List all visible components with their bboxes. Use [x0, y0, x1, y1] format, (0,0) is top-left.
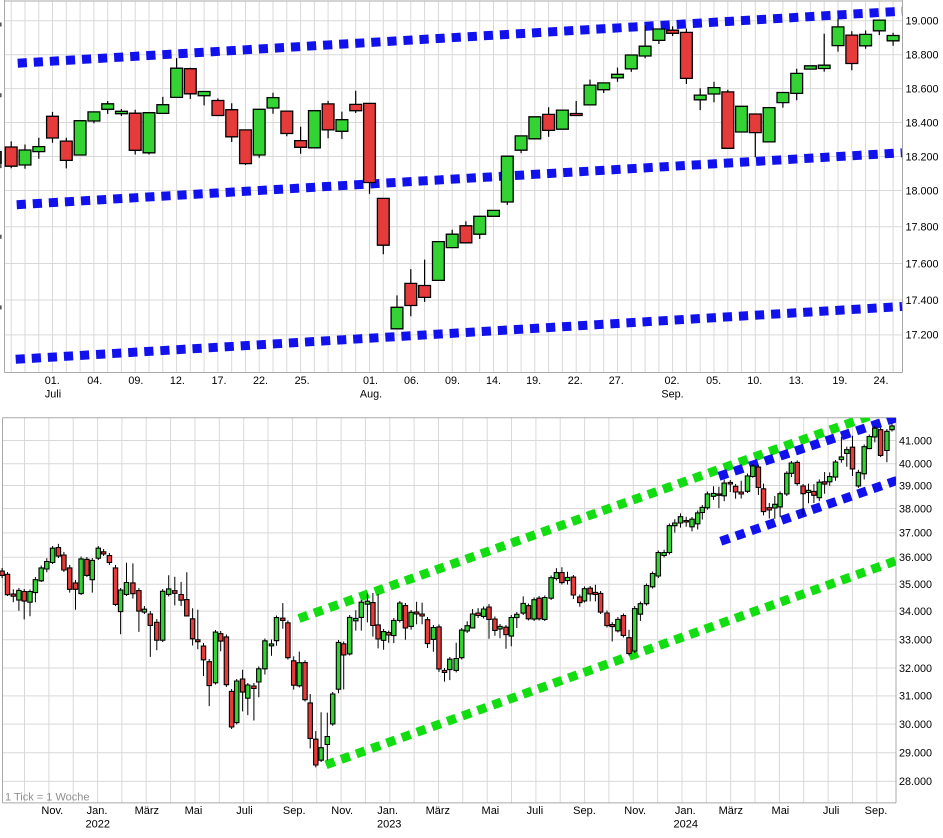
svg-text:24.: 24.	[873, 375, 888, 387]
svg-text:Nov.: Nov.	[624, 805, 646, 817]
svg-text:Sep.: Sep.	[661, 389, 683, 401]
svg-text:Jan.: Jan.	[87, 805, 108, 817]
svg-text:10.: 10.	[747, 375, 762, 387]
svg-text:17.600: 17.600	[906, 258, 939, 270]
svg-text:Juli: Juli	[823, 805, 840, 817]
svg-text:18.000: 18.000	[906, 185, 939, 197]
svg-text:22.: 22.	[568, 375, 583, 387]
svg-text:Juli: Juli	[45, 389, 61, 401]
svg-text:09.: 09.	[128, 375, 143, 387]
svg-text:Sep.: Sep.	[865, 805, 888, 817]
svg-text:02.: 02.	[664, 375, 679, 387]
svg-text:19.: 19.	[526, 375, 541, 387]
svg-text:Nov.: Nov.	[331, 805, 353, 817]
svg-text:13.: 13.	[789, 375, 804, 387]
svg-text:05.: 05.	[706, 375, 721, 387]
svg-text:Juli: Juli	[236, 805, 253, 817]
svg-text:Nov.: Nov.	[41, 805, 63, 817]
svg-text:27.: 27.	[609, 375, 624, 387]
svg-text:01.: 01.	[45, 375, 60, 387]
svg-text:Mai: Mai	[185, 805, 203, 817]
svg-text:04.: 04.	[87, 375, 102, 387]
svg-text:06.: 06.	[404, 375, 419, 387]
svg-text:41.000: 41.000	[899, 435, 932, 447]
svg-text:19.000: 19.000	[906, 16, 939, 28]
svg-text:39.000: 39.000	[899, 480, 932, 492]
svg-text:17.: 17.	[211, 375, 226, 387]
svg-text:Sep.: Sep.	[283, 805, 306, 817]
svg-text:35.000: 35.000	[899, 579, 932, 591]
svg-text:32.000: 32.000	[899, 663, 932, 675]
svg-text:12.: 12.	[170, 375, 185, 387]
svg-text:Mai: Mai	[772, 805, 790, 817]
svg-text:17.800: 17.800	[906, 222, 939, 234]
svg-text:25.: 25.	[295, 375, 310, 387]
svg-text:Jan.: Jan.	[675, 805, 696, 817]
svg-text:31.000: 31.000	[899, 691, 932, 703]
svg-text:März: März	[719, 805, 743, 817]
svg-text:Mai: Mai	[482, 805, 500, 817]
svg-text:März: März	[135, 805, 159, 817]
svg-text:37.000: 37.000	[899, 528, 932, 540]
svg-text:34.000: 34.000	[899, 606, 932, 618]
svg-text:2023: 2023	[377, 819, 401, 831]
svg-text:33.000: 33.000	[899, 635, 932, 647]
svg-text:36.000: 36.000	[899, 552, 932, 564]
svg-text:14.: 14.	[486, 375, 501, 387]
svg-text:28.000: 28.000	[899, 776, 932, 788]
svg-text:Sep.: Sep.	[573, 805, 596, 817]
svg-text:19.: 19.	[832, 375, 847, 387]
svg-text:29.000: 29.000	[899, 748, 932, 760]
svg-text:18.200: 18.200	[906, 151, 939, 163]
svg-text:18.400: 18.400	[906, 117, 939, 129]
svg-text:22.: 22.	[253, 375, 268, 387]
svg-text:40.000: 40.000	[899, 459, 932, 471]
svg-text:Aug.: Aug.	[360, 389, 382, 401]
svg-text:38.000: 38.000	[899, 503, 932, 515]
svg-text:Jan.: Jan.	[377, 805, 398, 817]
svg-text:Juli: Juli	[527, 805, 544, 817]
svg-text:09.: 09.	[445, 375, 460, 387]
svg-text:17.400: 17.400	[906, 295, 939, 307]
svg-text:30.000: 30.000	[899, 719, 932, 731]
svg-text:18.800: 18.800	[906, 50, 939, 62]
svg-text:2024: 2024	[674, 819, 698, 831]
svg-text:01.: 01.	[363, 375, 378, 387]
svg-text:17.200: 17.200	[906, 330, 939, 342]
svg-text:März: März	[426, 805, 450, 817]
svg-text:1 Tick = 1 Woche: 1 Tick = 1 Woche	[5, 792, 89, 804]
svg-text:18.600: 18.600	[906, 83, 939, 95]
svg-text:2022: 2022	[86, 819, 110, 831]
